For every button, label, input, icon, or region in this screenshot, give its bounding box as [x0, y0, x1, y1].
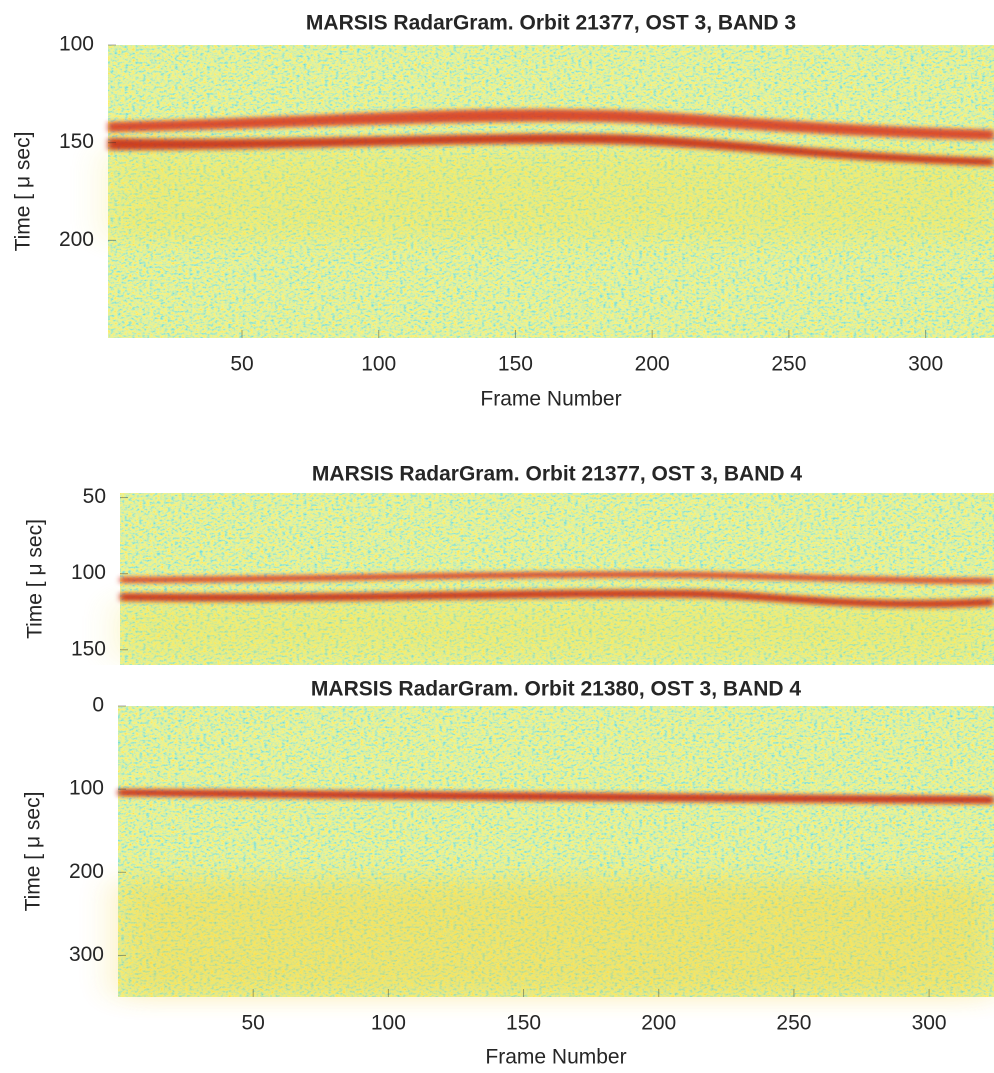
y-tick-label: 200	[59, 228, 94, 251]
x-tick-label: 100	[361, 353, 396, 376]
panel: MARSIS RadarGram. Orbit 21377, OST 3, BA…	[12, 12, 994, 411]
chart-title: MARSIS RadarGram. Orbit 21377, OST 3, BA…	[306, 12, 796, 35]
x-tick-label: 50	[230, 353, 253, 376]
y-tick-label: 300	[69, 943, 104, 966]
y-tick-label: 150	[71, 637, 106, 660]
x-tick-label: 300	[912, 1012, 947, 1035]
x-tick-label: 150	[498, 353, 533, 376]
chart-title: MARSIS RadarGram. Orbit 21377, OST 3, BA…	[312, 463, 802, 486]
x-tick-label: 200	[635, 353, 670, 376]
y-tick-label: 150	[59, 130, 94, 153]
y-axis-label: Time [ μ sec]	[24, 519, 47, 639]
y-tick-label: 100	[59, 33, 94, 56]
x-tick-label: 300	[908, 353, 943, 376]
x-tick-label: 100	[371, 1012, 406, 1035]
x-axis-label: Frame Number	[480, 388, 621, 411]
y-axis-label: Time [ μ sec]	[22, 792, 45, 912]
x-tick-label: 50	[242, 1012, 265, 1035]
panel: MARSIS RadarGram. Orbit 21380, OST 3, BA…	[0, 666, 994, 1073]
reflections	[120, 571, 994, 660]
y-tick-label: 200	[69, 860, 104, 883]
panel: MARSIS RadarGram. Orbit 21377, OST 3, BA…	[24, 463, 994, 665]
y-tick-label: 100	[71, 561, 106, 584]
reflections	[118, 789, 994, 997]
y-tick-label: 100	[69, 777, 104, 800]
y-tick-label: 50	[83, 485, 106, 508]
x-tick-label: 250	[771, 353, 806, 376]
x-tick-label: 200	[641, 1012, 676, 1035]
y-axis-label: Time [ μ sec]	[12, 132, 35, 252]
chart-title: MARSIS RadarGram. Orbit 21380, OST 3, BA…	[311, 678, 801, 701]
x-tick-label: 150	[506, 1012, 541, 1035]
x-axis-label: Frame Number	[485, 1046, 626, 1069]
x-tick-label: 250	[776, 1012, 811, 1035]
reflections	[108, 109, 994, 240]
y-tick-label: 0	[92, 694, 104, 717]
